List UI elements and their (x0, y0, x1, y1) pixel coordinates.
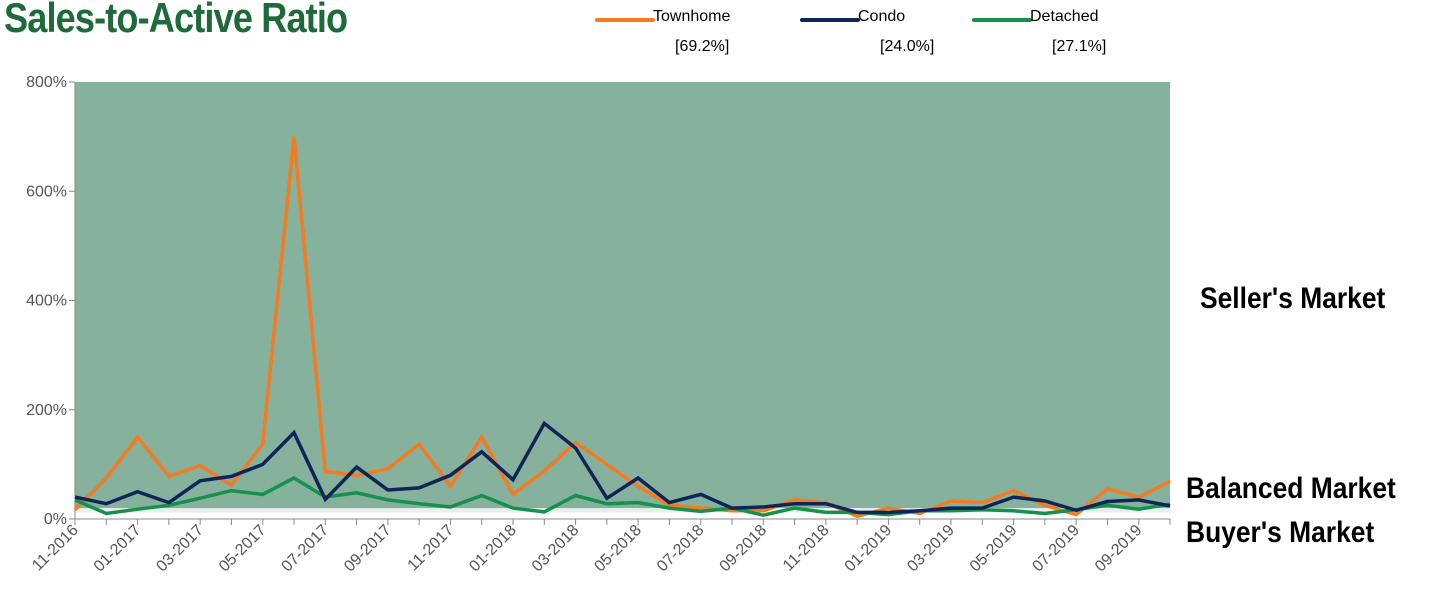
y-tick-label: 800% (26, 74, 67, 91)
series-line-townhome (73, 136, 1171, 519)
y-tick-label: 0% (44, 511, 67, 528)
y-tick-label: 600% (26, 183, 67, 200)
plot-area (75, 82, 1170, 519)
legend: Townhome [69.2%] Condo [24.0%] Detached … (595, 8, 1155, 64)
x-tick-label: 09-2018 (717, 522, 771, 576)
x-tick-label: 07-2018 (654, 522, 708, 576)
x-tick-label: 01-2019 (842, 522, 896, 576)
legend-summary-townhome: [69.2%] (675, 38, 730, 55)
zone-label-buyer: Buyer's Market (1186, 516, 1375, 549)
x-tick-label: 09-2017 (341, 522, 395, 576)
legend-swatch-townhome (595, 18, 655, 22)
legend-summary-detached: [27.1%] (1052, 38, 1107, 55)
series-line-condo (74, 420, 1171, 515)
balanced-band (75, 508, 1170, 513)
zone-label-balanced: Balanced Market (1186, 472, 1396, 505)
page-title: Sales-to-Active Ratio (4, 0, 348, 41)
x-tick-label: 01-2017 (91, 522, 145, 576)
x-tick-label: 05-2018 (591, 522, 645, 576)
legend-label-detached: Detached (1030, 8, 1099, 25)
y-tick-label: 200% (26, 402, 67, 419)
series-line-detached (74, 475, 1171, 517)
x-tick-label: 03-2017 (153, 522, 207, 576)
legend-summary-condo: [24.0%] (880, 38, 935, 55)
legend-label-townhome: Townhome (653, 8, 731, 25)
buyer-band (75, 512, 1170, 519)
x-tick-label: 05-2017 (216, 522, 270, 576)
x-tick-label: 03-2018 (529, 522, 583, 576)
x-tick-label: 07-2017 (279, 522, 333, 576)
x-tick-label: 07-2019 (1029, 522, 1083, 576)
y-tick-label: 400% (26, 293, 67, 310)
zone-label-seller: Seller's Market (1200, 282, 1386, 315)
x-tick-label: 05-2019 (967, 522, 1021, 576)
x-tick-label: 11-2016 (29, 522, 82, 575)
x-tick-label: 03-2019 (904, 522, 958, 576)
x-tick-label: 11-2017 (405, 522, 458, 575)
legend-swatch-condo (800, 18, 860, 22)
legend-label-condo: Condo (858, 8, 906, 25)
x-tick-label: 11-2018 (780, 522, 833, 575)
legend-swatch-detached (972, 18, 1032, 22)
x-tick-label: 01-2018 (466, 522, 520, 576)
x-tick-label: 09-2019 (1092, 522, 1146, 576)
